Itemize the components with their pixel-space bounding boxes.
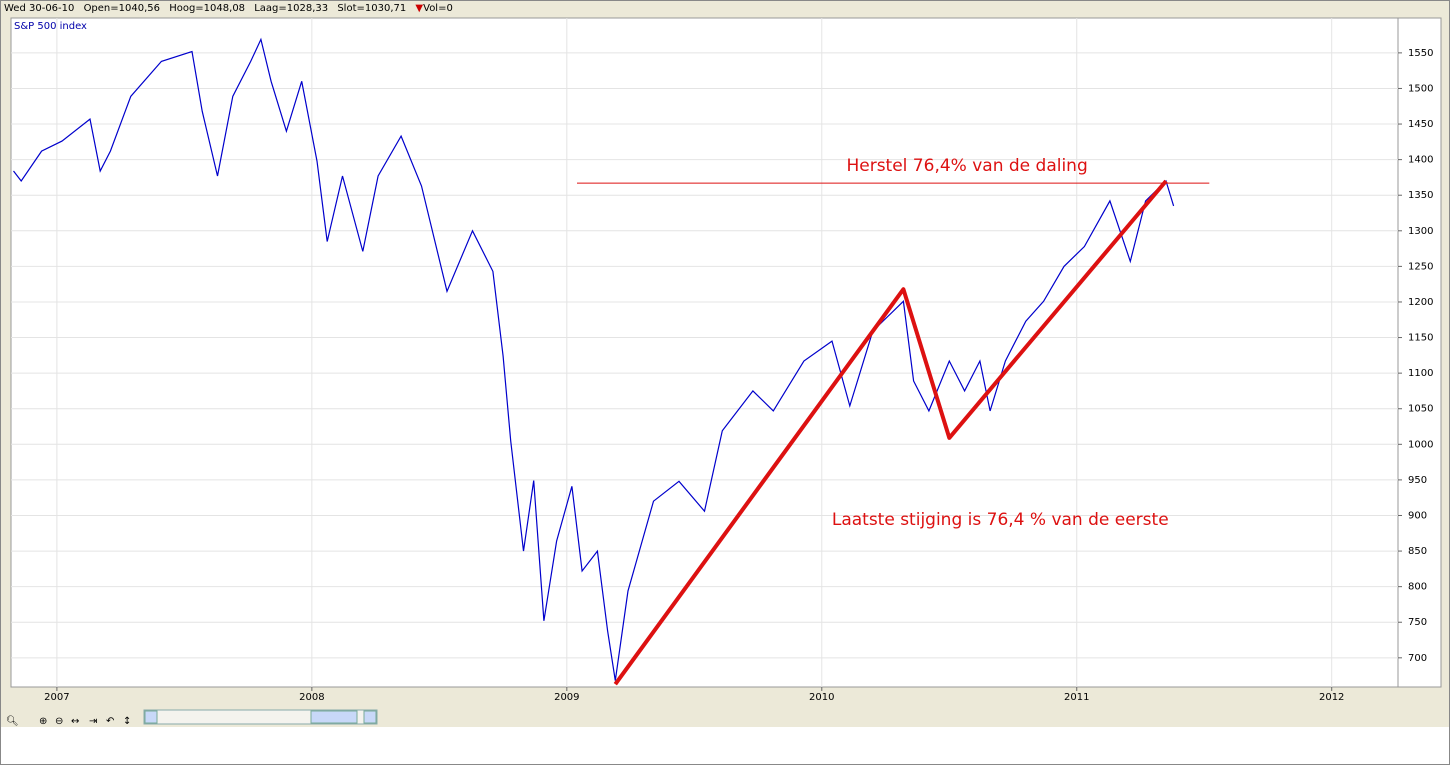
y-tick-label: 1150 [1408,333,1433,344]
y-tick-label: 900 [1408,510,1427,521]
x-tick-label: 2012 [1319,692,1344,703]
y-tick-label: 1500 [1408,83,1433,94]
zoom-in[interactable]: ⊕ [39,716,47,727]
end[interactable]: ⇥ [89,716,97,727]
fit[interactable]: ↔ [71,716,79,727]
open: Open=1040,56 [83,3,161,14]
annotation: Herstel 76,4% van de daling [846,156,1087,176]
y-tick-label: 1100 [1408,368,1433,379]
toolbar-icons: 🔍︎ ⊕ ⊖ ↔ ⇥ ↶ ↕ [6,709,378,727]
x-tick-label: 2011 [1064,692,1089,703]
vertical[interactable]: ↕ [123,716,131,727]
info-bar: Wed 30-06-10 Open=1040,56 Hoog=1048,08 L… [1,1,1449,17]
scroll-left[interactable] [144,710,158,724]
y-tick-label: 1200 [1408,297,1433,308]
y-tick-label: 750 [1408,617,1427,628]
y-tick-label: 1050 [1408,404,1433,415]
date: Wed 30-06-10 [4,3,75,14]
chart: S&P 500 index 700 750 800 850 900 950 1000 1050… [1,17,1449,707]
y-tick-label: 850 [1408,546,1427,557]
annotation: Laatste stijging is 76,4 % van de eerste [832,510,1169,530]
x-tick-label: 2007 [44,692,69,703]
annotation-line [613,179,1168,686]
y-tick-label: 800 [1408,582,1427,593]
y-tick-label: 700 [1408,653,1427,664]
x-tick-label: 2010 [809,692,834,703]
y-axis-area [1397,17,1442,688]
plot-area [10,17,1399,688]
volume: ▼Vol=0 [415,3,453,14]
undo[interactable]: ↶ [106,716,114,727]
y-tick-label: 1450 [1408,119,1433,130]
zoom-out[interactable]: ⊖ [55,716,63,727]
chart-title: S&P 500 index [14,21,87,32]
y-tick-label: 1300 [1408,226,1433,237]
y-tick-label: 1250 [1408,261,1433,272]
scroll-thumb[interactable] [310,710,358,724]
y-tick-label: 1400 [1408,155,1433,166]
toolbar: 🔍︎ ⊕ ⊖ ↔ ⇥ ↶ ↕ [1,707,1449,727]
y-tick-label: 1350 [1408,190,1433,201]
high: Hoog=1048,08 [169,3,246,14]
y-tick-label: 1550 [1408,48,1433,59]
y-tick-label: 950 [1408,475,1427,486]
x-tick-label: 2009 [554,692,579,703]
x-tick-label: 2008 [299,692,324,703]
scroll-right[interactable] [363,710,377,724]
price-line [13,37,1175,681]
zoom-tool[interactable]: 🔍︎ [6,715,19,727]
close: Slot=1030,71 [337,3,407,14]
volume-text: Vol=0 [423,3,453,14]
low: Laag=1028,33 [254,3,329,14]
y-tick-label: 1000 [1408,439,1433,450]
